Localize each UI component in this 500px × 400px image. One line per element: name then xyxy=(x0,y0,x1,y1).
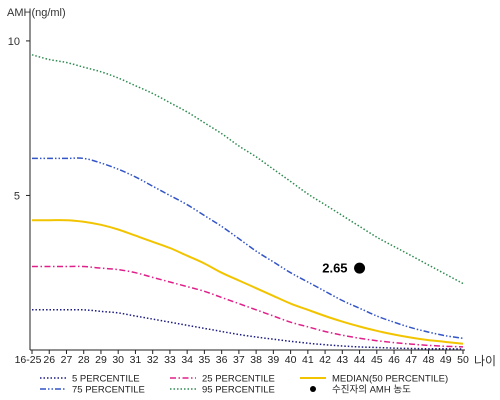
series-line-95-percentile xyxy=(31,54,464,285)
patient-marker-point xyxy=(354,262,366,274)
legend-label-75-percentile: 75 PERCENTILE xyxy=(72,385,145,396)
x-tick-label: 40 xyxy=(285,354,297,366)
x-tick-label: 42 xyxy=(319,354,331,366)
x-tick-label: 27 xyxy=(61,354,73,366)
x-tick-label: 38 xyxy=(250,354,262,366)
patient-marker: 2.65 xyxy=(322,261,366,276)
x-tick-label: 39 xyxy=(268,354,280,366)
x-tick-label: 43 xyxy=(336,354,348,366)
x-tick-label: 37 xyxy=(233,354,245,366)
x-tick-label: 35 xyxy=(199,354,211,366)
y-axis-ticks: 5 10 xyxy=(8,36,30,202)
x-tick-label: 30 xyxy=(112,354,124,366)
y-tick-label: 10 xyxy=(8,36,20,48)
x-tick-label: 46 xyxy=(388,354,400,366)
legend: 5 PERCENTILE 25 PERCENTILE MEDIAN(50 PERCE… xyxy=(40,374,448,396)
x-axis-label: 나이 xyxy=(474,354,496,368)
x-tick-label: 32 xyxy=(147,354,159,366)
series-line-5-percentile xyxy=(32,308,464,350)
x-tick-label: 49 xyxy=(440,354,452,366)
patient-marker-label: 2.65 xyxy=(322,261,347,276)
x-tick-label: 50 xyxy=(457,354,469,366)
x-tick-label: 36 xyxy=(216,354,228,366)
x-tick-label: 48 xyxy=(423,354,435,366)
x-axis-ticks: 16-25 26 27 28 29 30 31 32 33 34 35 36 37 38 39 40 41 42 4… xyxy=(15,350,469,366)
series-line-25-percentile xyxy=(32,265,464,348)
legend-label-patient-marker: 수진자의 AMH 농도 xyxy=(332,385,411,396)
legend-label-95-percentile: 95 PERCENTILE xyxy=(202,385,275,396)
series-lines xyxy=(31,54,464,350)
x-tick-label: 34 xyxy=(181,354,193,366)
x-tick-label: 26 xyxy=(43,354,55,366)
y-axis-label: AMH(ng/ml) xyxy=(7,7,66,19)
x-tick-label: 41 xyxy=(302,354,314,366)
legend-swatch-patient-marker xyxy=(310,386,316,392)
x-tick-label: 16-25 xyxy=(15,354,42,366)
axes xyxy=(29,10,465,351)
legend-label-median-50-percentile: MEDIAN(50 PERCENTILE) xyxy=(332,374,448,385)
x-tick-label: 29 xyxy=(95,354,107,366)
x-tick-label: 28 xyxy=(78,354,90,366)
legend-label-25-percentile: 25 PERCENTILE xyxy=(202,374,275,385)
series-line-median-50-percentile xyxy=(31,219,464,345)
x-tick-label: 45 xyxy=(371,354,383,366)
y-tick-label: 5 xyxy=(14,190,20,202)
series-line-75-percentile xyxy=(32,157,464,340)
legend-label-5-percentile: 5 PERCENTILE xyxy=(72,374,140,385)
x-tick-label: 31 xyxy=(130,354,142,366)
x-tick-label: 33 xyxy=(164,354,176,366)
x-tick-label: 44 xyxy=(354,354,366,366)
x-tick-label: 47 xyxy=(405,354,417,366)
